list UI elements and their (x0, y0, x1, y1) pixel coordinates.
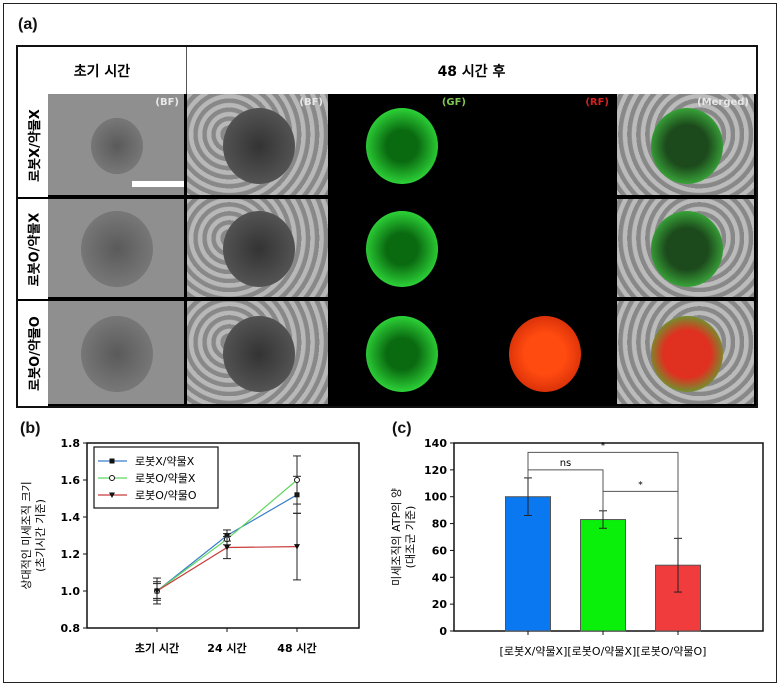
data-point (109, 458, 115, 464)
spheroid (222, 315, 295, 392)
micrograph-r2-c4 (474, 199, 614, 297)
spheroid (81, 315, 153, 392)
spheroid (222, 211, 295, 287)
x-tick-label: 24 시간 (207, 641, 246, 655)
row-label-1: 로봇X/약물X (18, 94, 48, 197)
significance-label: ns (560, 458, 572, 469)
spheroid (81, 211, 153, 287)
legend-label: 로봇O/약물X (135, 471, 196, 485)
channel-tag: (BF) (155, 97, 179, 108)
y-tick-label: 40 (432, 571, 448, 584)
significance-label: * (601, 441, 606, 451)
spheroid (650, 211, 723, 287)
row-label-3: 로봇O/약물O (18, 301, 48, 406)
micrograph-r2-c5 (617, 199, 754, 297)
bar (505, 496, 551, 632)
micrograph-r1-c5: (Merged) (617, 94, 754, 195)
data-point (154, 588, 160, 594)
spheroid (366, 211, 438, 287)
spheroid (222, 107, 295, 184)
panel-c-label: (c) (392, 420, 412, 437)
y-tick-label: 1.4 (61, 511, 81, 524)
micrograph-r1-c2: (BF) (187, 94, 328, 195)
line-chart: 0.8 1.0 1.2 1.4 1.6 1.8 초기 시간 24 시간 48 시간 상대적인 미세… (20, 437, 360, 655)
y-axis-label-2: (초기시간 기준) (34, 499, 47, 572)
y-tick-label: 100 (424, 491, 447, 504)
header-initial: 초기 시간 (18, 47, 187, 94)
spheroid (509, 315, 581, 392)
spheroid (366, 107, 438, 184)
channel-tag: (RF) (585, 97, 609, 108)
spheroid (91, 117, 143, 174)
micrograph-r2-c2 (187, 199, 328, 297)
x-tick-label: 초기 시간 (135, 641, 179, 655)
legend-label: 로봇X/약물X (135, 454, 195, 468)
y-tick-label: 1.6 (61, 474, 81, 487)
y-axis-label-2: (대조군 기준) (404, 506, 417, 569)
panel-b-label: (b) (20, 420, 41, 437)
micrograph-r1-c3: (GF) (331, 94, 471, 195)
legend-label: 로봇O/약물O (135, 488, 197, 502)
header-48h: 48 시간 후 (187, 47, 756, 94)
plot-area (86, 442, 360, 629)
y-tick-label: 1.2 (61, 548, 81, 561)
y-tick-label: 1.0 (61, 585, 81, 598)
micrograph-r3-c4 (474, 301, 614, 404)
channel-tag: (BF) (299, 97, 323, 108)
row-label-2: 로봇O/약물X (18, 199, 48, 299)
row-label-text: 로봇X/약물X (27, 109, 43, 182)
significance-bracket (602, 490, 679, 539)
data-point (294, 544, 300, 550)
micrograph-r2-c3 (331, 199, 471, 297)
y-axis-label: 미세조직의 ATP의 양 (390, 488, 403, 586)
scale-bar (132, 181, 184, 187)
micrograph-r1-c1: (BF) (48, 94, 184, 195)
channel-tag: (GF) (441, 97, 466, 108)
row-label-text: 로봇O/약물X (27, 212, 43, 286)
data-point (109, 492, 115, 498)
bar-chart: 0 20 40 60 80 100 120 140 미세조직의 ATP의 양 (대조군 기준) [로… (390, 437, 764, 658)
micrograph-r3-c1 (48, 301, 184, 404)
bar (580, 519, 626, 632)
panel-a-label: (a) (18, 16, 38, 33)
y-tick-label: 140 (424, 437, 447, 450)
channel-tag: (Merged) (697, 97, 749, 108)
y-axis-label: 상대적인 미세조직 크기 (20, 481, 33, 589)
spheroid (650, 315, 723, 392)
spheroid (650, 107, 723, 184)
data-point (109, 475, 115, 481)
y-tick-label: 0.8 (61, 622, 81, 635)
y-tick-label: 1.8 (61, 437, 81, 450)
y-tick-label: 60 (432, 544, 448, 557)
spheroid (366, 315, 438, 392)
data-point (294, 477, 300, 483)
figure-frame (3, 3, 777, 683)
y-tick-label: 0 (439, 625, 447, 638)
significance-label: * (638, 480, 643, 490)
x-tick-labels: [로봇X/약물X][로봇O/약물X][로봇O/약물O] (500, 644, 707, 658)
x-tick-label: 48 시간 (277, 641, 316, 655)
y-tick-label: 80 (432, 518, 448, 531)
row-label-text: 로봇O/약물O (27, 316, 43, 391)
micrograph-grid: 초기 시간 48 시간 후 로봇X/약물X 로봇O/약물X 로봇O/약물O (B… (16, 45, 758, 408)
y-tick-label: 20 (432, 598, 448, 611)
data-point (224, 545, 230, 551)
y-tick-label: 120 (424, 464, 447, 477)
micrograph-r1-c4: (RF) (474, 94, 614, 195)
micrograph-r3-c5 (617, 301, 754, 404)
micrograph-r2-c1 (48, 199, 184, 297)
micrograph-r3-c2 (187, 301, 328, 404)
micrograph-r3-c3 (331, 301, 471, 404)
